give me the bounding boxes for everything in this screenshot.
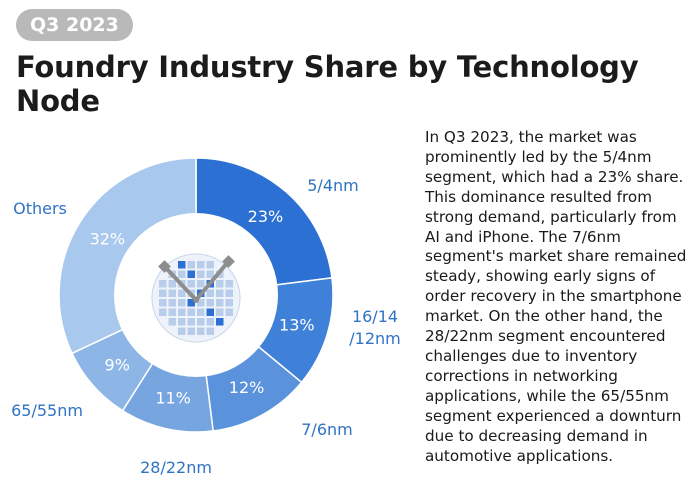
wafer-die <box>178 299 186 307</box>
wafer-die <box>197 327 205 335</box>
slice-value-label: 12% <box>229 378 265 397</box>
wafer-die <box>159 280 167 288</box>
wafer-die <box>197 318 205 326</box>
slice-value-label: 9% <box>105 355 130 374</box>
wafer-clock-icon <box>151 253 241 343</box>
wafer-die <box>168 289 176 297</box>
wafer-die <box>168 299 176 307</box>
wafer-die <box>159 299 167 307</box>
wafer-die <box>187 299 195 307</box>
wafer-die <box>197 261 205 269</box>
wafer-die <box>216 318 224 326</box>
slice-category-label: Others <box>13 199 67 218</box>
wafer-die <box>187 270 195 278</box>
wafer-die <box>168 280 176 288</box>
wafer-die <box>206 318 214 326</box>
wafer-die <box>178 308 186 316</box>
wafer-die <box>216 308 224 316</box>
wafer-die <box>225 299 233 307</box>
wafer-die <box>178 327 186 335</box>
wafer-die <box>168 318 176 326</box>
wafer-die <box>197 280 205 288</box>
wafer-die <box>197 308 205 316</box>
wafer-die <box>206 289 214 297</box>
wafer-die <box>197 299 205 307</box>
wafer-die <box>187 308 195 316</box>
wafer-die <box>206 261 214 269</box>
wafer-die <box>206 299 214 307</box>
wafer-die <box>216 289 224 297</box>
page-title: Foundry Industry Share by Technology Nod… <box>16 50 639 118</box>
wafer-die <box>206 308 214 316</box>
wafer-die <box>178 289 186 297</box>
slice-value-label: 11% <box>155 388 191 407</box>
slice-value-label: 32% <box>90 230 126 249</box>
period-badge: Q3 2023 <box>16 9 133 41</box>
wafer-die <box>216 299 224 307</box>
wafer-die <box>225 289 233 297</box>
wafer-die <box>159 308 167 316</box>
slice-value-label: 23% <box>248 207 284 226</box>
wafer-die <box>187 327 195 335</box>
wafer-die <box>197 270 205 278</box>
wafer-die <box>225 308 233 316</box>
wafer-die <box>206 270 214 278</box>
slice-category-label: 16/14/12nm <box>349 307 400 348</box>
wafer-die <box>187 318 195 326</box>
wafer-die <box>168 308 176 316</box>
wafer-die <box>225 280 233 288</box>
slice-category-label: 65/55nm <box>11 401 83 420</box>
slice-category-label: 7/6nm <box>301 420 352 439</box>
wafer-die <box>178 270 186 278</box>
wafer-die <box>178 318 186 326</box>
wafer-die <box>216 280 224 288</box>
wafer-die <box>178 261 186 269</box>
slice-value-label: 13% <box>279 315 315 334</box>
wafer-die <box>159 289 167 297</box>
wafer-die <box>187 280 195 288</box>
wafer-die <box>187 261 195 269</box>
slice-category-label: 28/22nm <box>140 458 212 477</box>
description-text: In Q3 2023, the market was prominently l… <box>425 128 687 465</box>
slice-category-label: 5/4nm <box>307 176 358 195</box>
wafer-die <box>206 327 214 335</box>
